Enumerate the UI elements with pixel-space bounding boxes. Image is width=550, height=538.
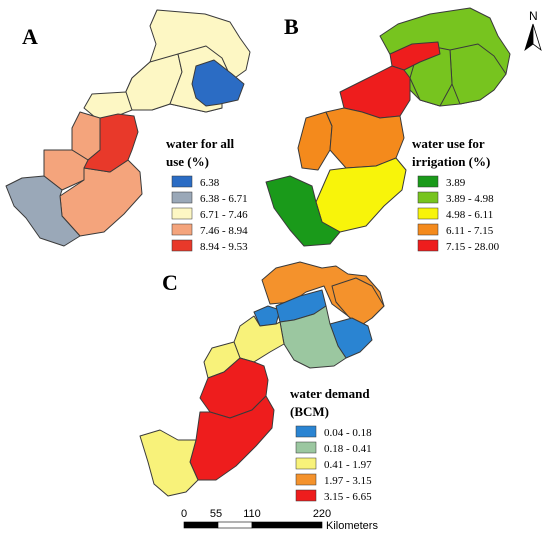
legend-label: 6.38 - 6.71 — [200, 193, 248, 205]
north-arrow-label: N — [529, 9, 538, 23]
scale-segment — [217, 521, 253, 529]
scale-tick-label: 110 — [243, 508, 261, 520]
panel-a-map — [5, 9, 251, 247]
legend-swatch — [295, 457, 317, 470]
legend-label: 7.46 - 8.94 — [200, 225, 248, 237]
region-c-red-north — [199, 357, 269, 419]
scale-bar: 0 55 110 220 Kilometers — [181, 508, 379, 532]
panel-a-legend: 6.38 6.38 - 6.71 6.71 - 7.46 7.46 - 8.94… — [171, 175, 248, 253]
legend-item: 7.15 - 28.00 — [417, 239, 500, 253]
panel-c: C water demand (BCM) 0.04 - 0.18 0.18 - … — [139, 261, 385, 503]
legend-label: 7.15 - 28.00 — [446, 241, 500, 253]
region-b-yellow — [315, 157, 407, 233]
legend-item: 8.94 - 9.53 — [171, 239, 248, 253]
legend-item: 6.11 - 7.15 — [417, 223, 494, 237]
legend-label: 6.11 - 7.15 — [446, 225, 494, 237]
legend-swatch — [417, 207, 439, 220]
region-c-yellow-south — [139, 429, 199, 497]
panel-a-legend-title-1: water for all — [166, 136, 234, 151]
panel-b-legend-title-1: water use for — [412, 136, 485, 151]
panel-b-letter: B — [284, 14, 299, 39]
panel-b-map — [265, 7, 511, 247]
panel-c-legend-title-2: (BCM) — [290, 404, 329, 419]
legend-item: 6.71 - 7.46 — [171, 207, 248, 221]
legend-swatch — [295, 489, 317, 502]
legend-label: 1.97 - 3.15 — [324, 475, 372, 487]
region-b-darkgreen — [265, 175, 341, 247]
region-a-grey — [5, 175, 81, 247]
legend-item: 1.97 - 3.15 — [295, 473, 372, 487]
panel-a-legend-title-2: use (%) — [166, 154, 209, 169]
panel-a-letter: A — [22, 24, 38, 49]
scale-tick-label: 55 — [210, 508, 222, 520]
legend-swatch — [171, 191, 193, 204]
scale-unit: Kilometers — [326, 520, 378, 532]
region-c-orange-east — [331, 277, 385, 327]
region-a-west-strip — [83, 91, 133, 119]
legend-item: 3.89 - 4.98 — [417, 191, 494, 205]
scale-tick-label: 0 — [181, 508, 187, 520]
scale-segment — [183, 521, 219, 529]
legend-swatch — [417, 239, 439, 252]
panel-a: A water for all use (%) 6.38 — [5, 9, 251, 253]
legend-item: 3.89 — [417, 175, 466, 189]
panel-b: B water use for irrigation (%) 3.89 — [265, 7, 511, 253]
legend-label: 6.71 - 7.46 — [200, 209, 248, 221]
legend-label: 0.41 - 1.97 — [324, 459, 372, 471]
legend-label: 3.89 — [446, 177, 466, 189]
legend-swatch — [171, 239, 193, 252]
region-a-red — [83, 113, 139, 173]
legend-swatch — [417, 175, 439, 188]
legend-swatch — [295, 441, 317, 454]
legend-item: 6.38 - 6.71 — [171, 191, 248, 205]
legend-label: 3.89 - 4.98 — [446, 193, 494, 205]
region-b-orange-main — [325, 107, 405, 169]
legend-swatch — [171, 223, 193, 236]
region-b-orange-west — [297, 111, 333, 171]
legend-label: 0.04 - 0.18 — [324, 427, 372, 439]
legend-swatch — [171, 175, 193, 188]
region-b-east-green — [449, 43, 507, 105]
legend-label: 3.15 - 6.65 — [324, 491, 372, 503]
scale-tick-label: 220 — [313, 508, 331, 520]
legend-item: 4.98 - 6.11 — [417, 207, 493, 221]
panel-c-legend-title-1: water demand — [290, 386, 370, 401]
panel-b-legend: 3.89 3.89 - 4.98 4.98 - 6.11 6.11 - 7.15… — [417, 175, 500, 253]
legend-swatch — [295, 425, 317, 438]
region-c-green — [279, 305, 347, 369]
north-arrow-left-half — [524, 23, 534, 52]
legend-swatch — [295, 473, 317, 486]
legend-swatch — [417, 223, 439, 236]
panel-c-letter: C — [162, 270, 178, 295]
legend-label: 0.18 - 0.41 — [324, 443, 372, 455]
legend-label: 4.98 - 6.11 — [446, 209, 493, 221]
legend-label: 8.94 - 9.53 — [200, 241, 248, 253]
legend-item: 3.15 - 6.65 — [295, 489, 372, 503]
north-arrow-right-half — [532, 23, 542, 52]
panel-c-map — [139, 261, 385, 497]
legend-item: 0.04 - 0.18 — [295, 425, 372, 439]
north-arrow-icon: N — [524, 9, 542, 52]
panel-b-legend-title-2: irrigation (%) — [412, 154, 490, 169]
legend-item: 7.46 - 8.94 — [171, 223, 248, 237]
legend-swatch — [171, 207, 193, 220]
region-a-blue — [191, 59, 245, 107]
legend-item: 0.18 - 0.41 — [295, 441, 372, 455]
scale-segment — [251, 521, 323, 529]
legend-item: 6.38 — [171, 175, 220, 189]
legend-item: 0.41 - 1.97 — [295, 457, 372, 471]
legend-label: 6.38 — [200, 177, 220, 189]
panel-c-legend: 0.04 - 0.18 0.18 - 0.41 0.41 - 1.97 1.97… — [295, 425, 372, 503]
legend-swatch — [417, 191, 439, 204]
